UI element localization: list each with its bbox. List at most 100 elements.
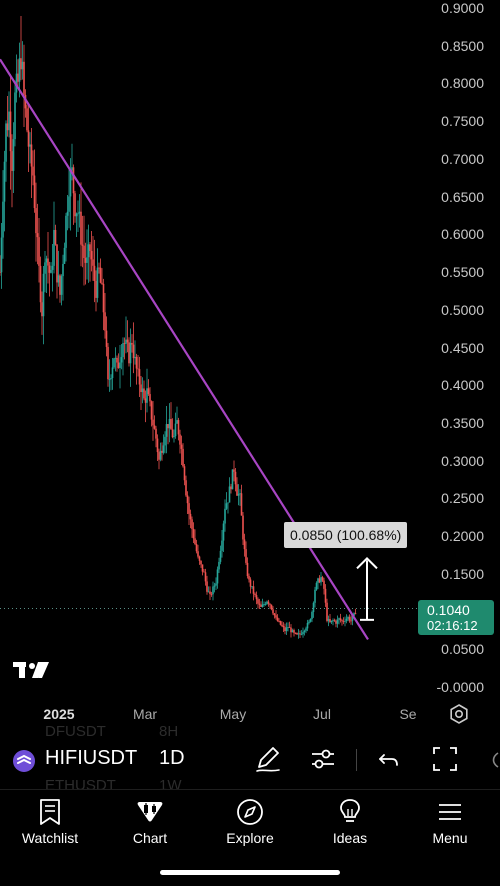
candle-body xyxy=(129,342,132,364)
candle-body xyxy=(177,420,180,435)
y-tick-label: 0.3000 xyxy=(441,452,484,469)
nav-menu[interactable]: Menu xyxy=(400,790,500,860)
candle-body xyxy=(50,269,52,273)
candle-body xyxy=(318,578,321,583)
candle-body xyxy=(237,493,240,496)
candle-body xyxy=(248,576,250,580)
candle-body xyxy=(66,211,69,216)
hamburger-icon xyxy=(439,804,461,820)
tradingview-logo-icon xyxy=(13,662,49,678)
candle-body xyxy=(123,343,126,344)
candle-body xyxy=(348,617,351,621)
candle-body xyxy=(110,378,112,380)
candle-body xyxy=(26,108,28,131)
candle-body xyxy=(179,434,181,445)
y-tick-label: 0.8000 xyxy=(441,75,484,92)
candle-body xyxy=(101,282,103,284)
y-tick-label: 0.5000 xyxy=(441,301,484,318)
candle-body xyxy=(125,339,127,344)
chart-area[interactable]: 0.9000 0.8500 0.8000 0.7500 0.7000 0.6500 0.60… xyxy=(0,0,500,735)
candle-body xyxy=(108,379,111,381)
candle-body xyxy=(269,603,271,605)
candle-body xyxy=(266,601,268,604)
symbol-selector[interactable]: HIFIUSDT xyxy=(45,747,138,769)
y-tick-label: 0.7500 xyxy=(441,113,484,130)
candle-body xyxy=(77,213,79,215)
candle-body xyxy=(257,599,259,604)
candle-body xyxy=(104,312,106,331)
candle-body xyxy=(5,123,7,162)
candle-body xyxy=(245,549,247,563)
candle-body xyxy=(42,273,45,317)
y-tick-label: 0.2000 xyxy=(441,528,484,545)
candle-body xyxy=(23,61,25,95)
candle-body xyxy=(299,633,301,635)
candle-body xyxy=(306,622,309,629)
candle-body xyxy=(47,258,49,266)
candle-body xyxy=(222,523,225,541)
candle-body xyxy=(344,620,346,622)
candle-body xyxy=(219,550,222,562)
candle-body xyxy=(315,582,318,590)
current-price-tag: 0.1040 02:16:12 xyxy=(418,600,494,635)
y-tick-label: 0.4500 xyxy=(441,339,484,356)
candle-body xyxy=(198,556,201,561)
candle-body xyxy=(128,342,130,364)
candle-body xyxy=(252,586,255,594)
candle-body xyxy=(30,144,33,167)
candle-body xyxy=(341,620,343,622)
candle-body xyxy=(263,604,265,605)
candle-body xyxy=(329,619,331,623)
price-chart[interactable] xyxy=(0,0,500,735)
candle-body xyxy=(98,267,100,269)
candle-body xyxy=(165,424,168,437)
candle-body xyxy=(78,211,81,214)
candle-body xyxy=(162,445,165,453)
symbol-bar: DFUSDT 8H ETHUSDT 1W HIFIUSDT 1D xyxy=(0,723,500,794)
candle-body xyxy=(105,330,108,347)
candle-body xyxy=(294,632,297,634)
candle-body xyxy=(191,519,193,529)
candle-body xyxy=(338,618,340,620)
candle-body xyxy=(140,384,142,393)
nav-explore[interactable]: Explore xyxy=(200,790,300,860)
candle-body xyxy=(141,388,144,393)
candle-body xyxy=(8,111,10,131)
undo-icon[interactable] xyxy=(378,745,400,773)
candle-body xyxy=(230,486,232,490)
candle-body xyxy=(324,588,327,603)
nav-watchlist[interactable]: Watchlist xyxy=(0,790,100,860)
candle-body xyxy=(233,469,235,472)
more-tools-icon[interactable] xyxy=(490,745,500,773)
ghost-symbol-above: DFUSDT xyxy=(45,723,106,740)
candle-body xyxy=(35,208,37,234)
candle-body xyxy=(81,244,84,246)
candle-body xyxy=(240,493,243,516)
nav-ideas[interactable]: Ideas xyxy=(300,790,400,860)
candle-body xyxy=(131,342,133,345)
y-tick-label: 0.4000 xyxy=(441,377,484,394)
candle-body xyxy=(71,167,73,171)
pen-icon[interactable] xyxy=(255,745,281,773)
candle-body xyxy=(333,620,336,622)
sliders-icon[interactable] xyxy=(310,745,336,773)
candle-body xyxy=(243,539,246,550)
candle-body xyxy=(53,229,55,266)
y-tick-label: 0.6500 xyxy=(441,188,484,205)
candle-body xyxy=(90,250,93,260)
candle-body xyxy=(168,418,171,429)
candle-body xyxy=(275,615,277,618)
nav-chart[interactable]: Chart xyxy=(100,790,200,860)
measure-arrow-head xyxy=(356,556,378,570)
chart-settings-icon[interactable] xyxy=(449,704,469,724)
candle-body xyxy=(155,428,157,439)
candle-body xyxy=(276,617,279,621)
fullscreen-icon[interactable] xyxy=(432,745,458,773)
candle-body xyxy=(188,503,190,514)
candle-body xyxy=(113,358,115,368)
interval-selector[interactable]: 1D xyxy=(159,747,185,769)
candle-body xyxy=(126,339,129,343)
candle-body xyxy=(293,630,295,633)
candle-body xyxy=(156,438,159,453)
candle-body xyxy=(65,215,67,248)
